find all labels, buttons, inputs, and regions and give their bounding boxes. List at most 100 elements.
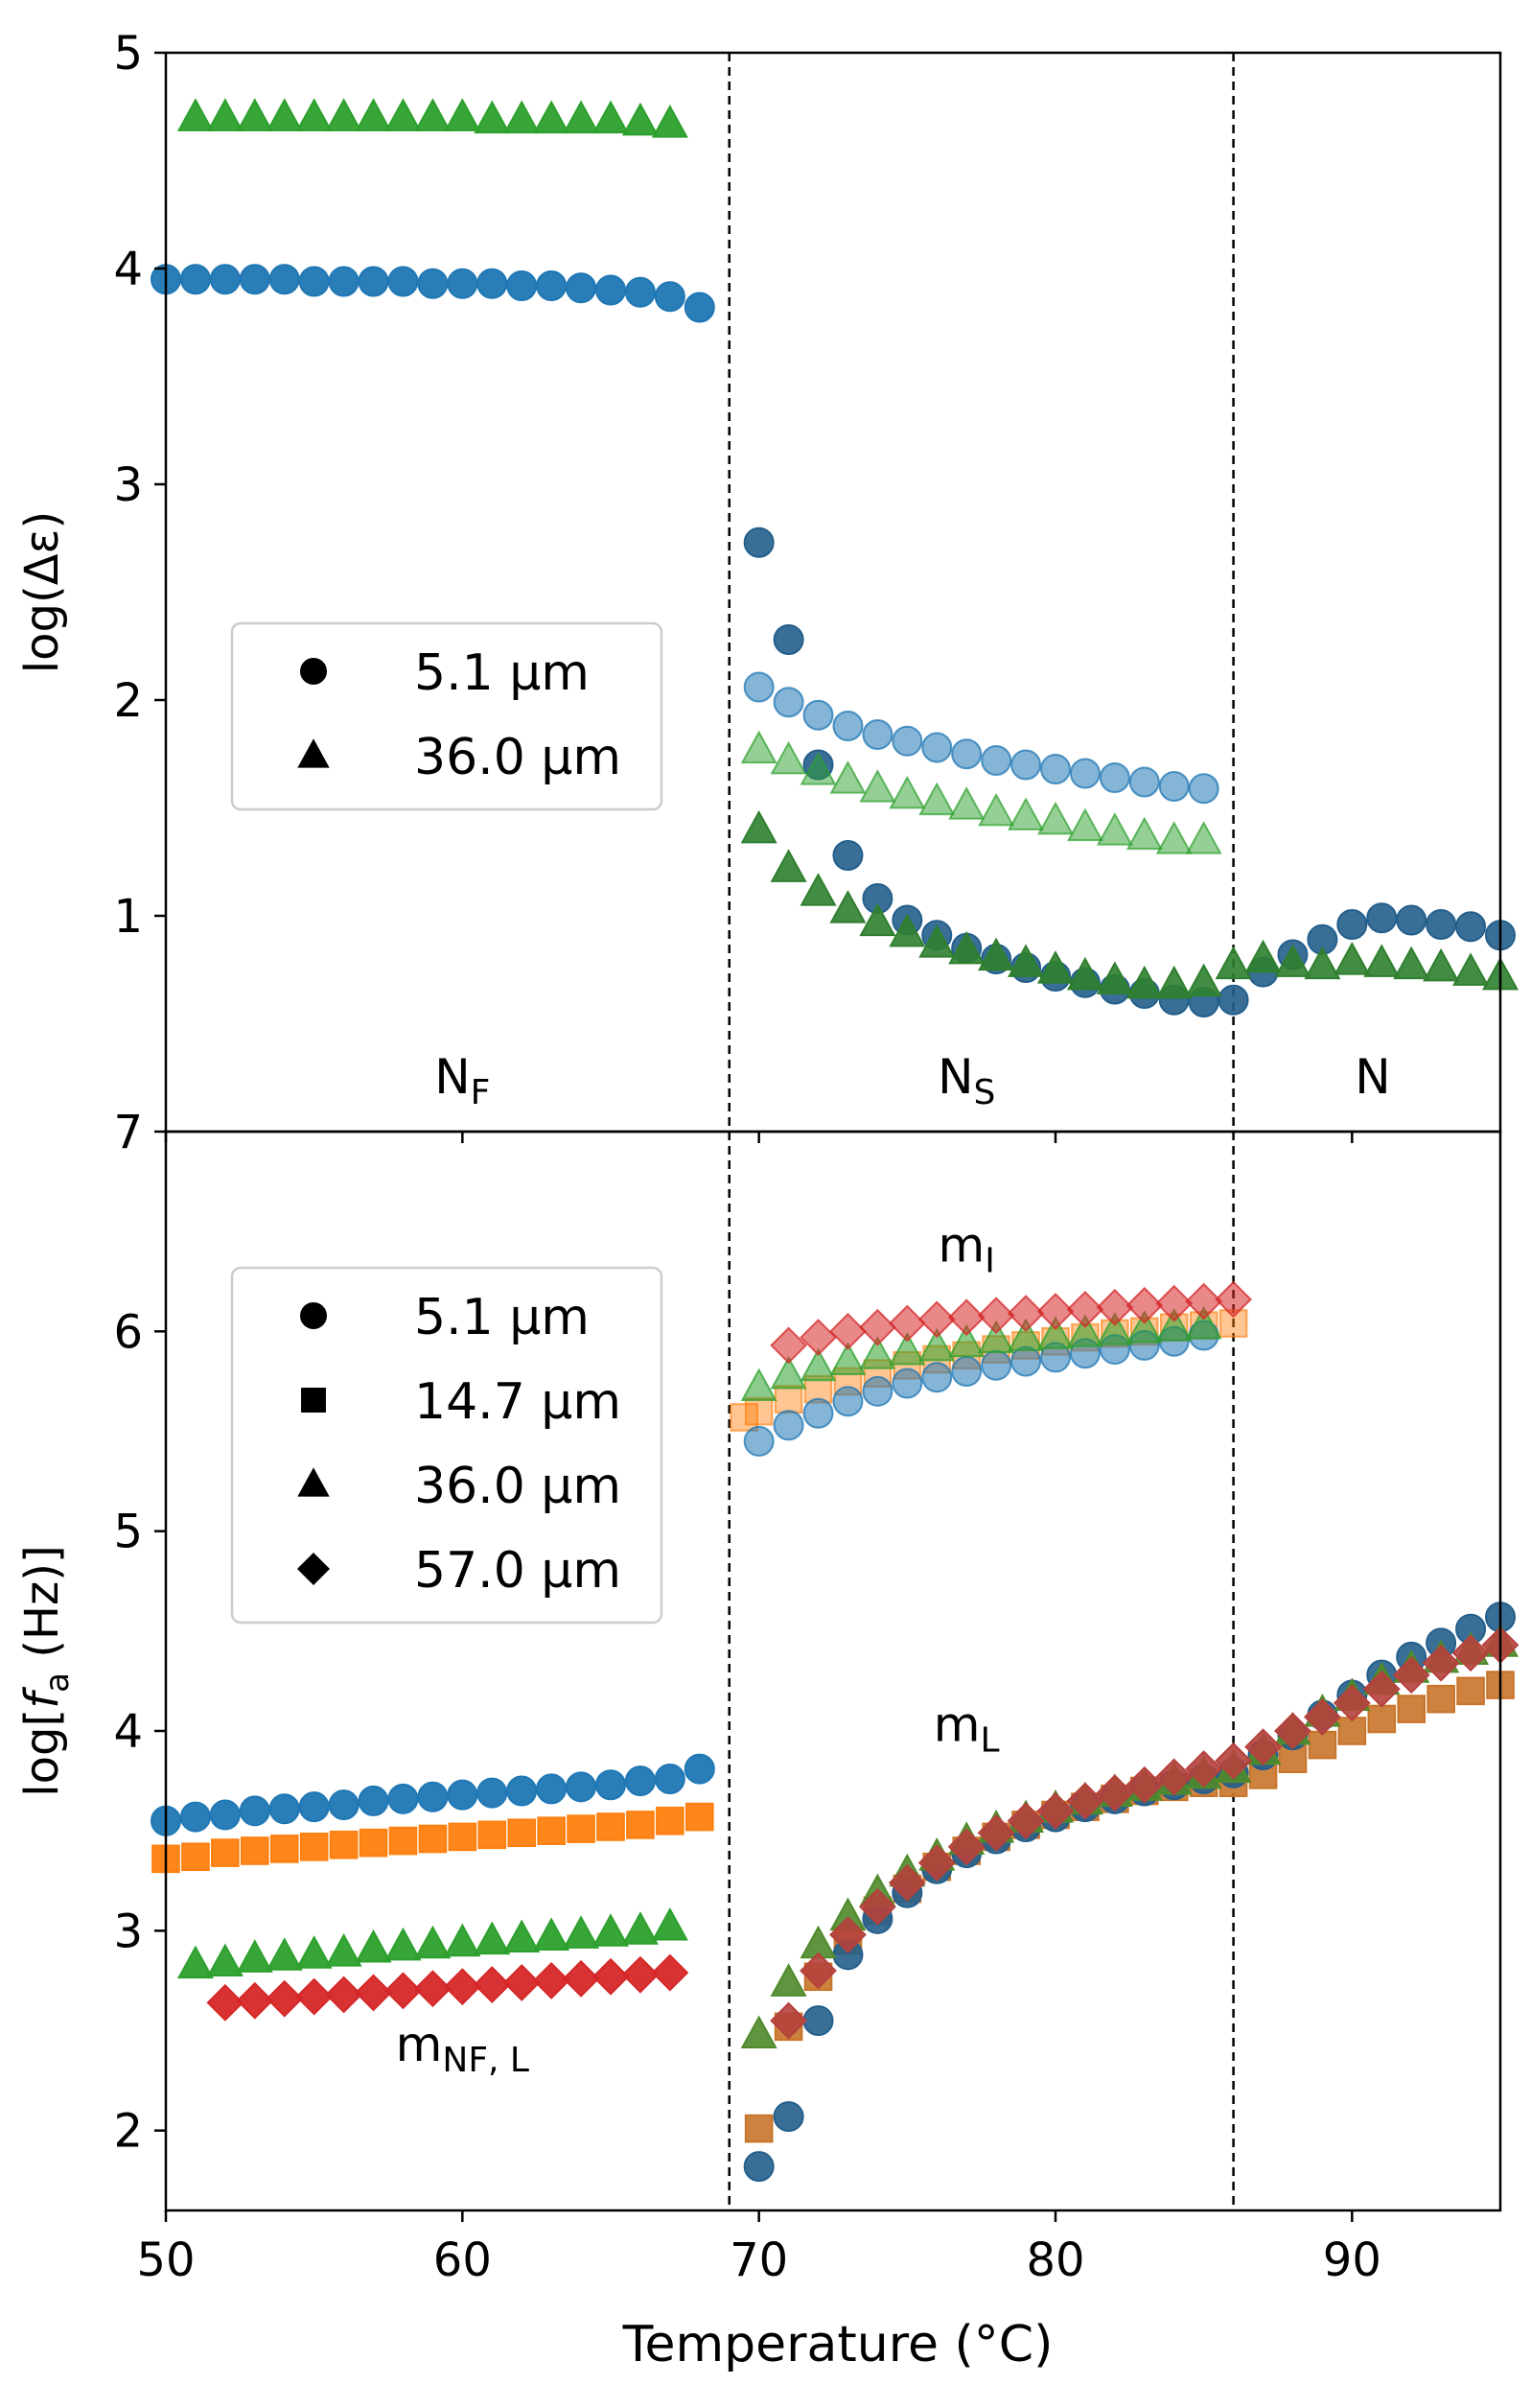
data-point (981, 745, 1012, 776)
data-point (829, 1916, 867, 1953)
data-point (1367, 1704, 1397, 1734)
data-point (1155, 1758, 1194, 1796)
data-point (1451, 1634, 1490, 1672)
data-point (1096, 1288, 1134, 1326)
data-point (503, 1919, 541, 1953)
data-point (773, 2101, 804, 2133)
data-point (1096, 961, 1133, 994)
data-point (1456, 1676, 1485, 1706)
data-point (624, 276, 656, 308)
data-point (417, 1781, 449, 1812)
data-point (298, 1791, 330, 1823)
x-tick-label: 90 (1323, 2233, 1381, 2287)
mode-annotation: mL (934, 1696, 1000, 1760)
data-point (444, 98, 481, 131)
data-point (1423, 947, 1460, 982)
data-point (829, 1312, 867, 1350)
data-point (476, 268, 508, 299)
data-point (236, 1981, 274, 2020)
data-point (858, 1887, 896, 1926)
data-point (414, 1925, 452, 1959)
data-point (562, 1959, 600, 1998)
data-point (740, 730, 777, 764)
data-point (1188, 773, 1219, 805)
data-point (773, 1410, 804, 1441)
data-point (325, 1975, 363, 2014)
data-point (800, 873, 837, 906)
y-tick-label: 6 (113, 1305, 143, 1359)
data-point (1274, 1712, 1311, 1750)
data-point (1392, 1656, 1430, 1695)
data-point (621, 102, 659, 136)
y-axis-label: log(Δε) (15, 511, 69, 673)
data-point (892, 725, 923, 757)
data-point (770, 1355, 807, 1390)
data-point (358, 266, 389, 297)
data-point (384, 98, 422, 131)
data-point (1427, 1684, 1455, 1714)
mode-annotation: mI (939, 1217, 995, 1280)
data-point (948, 786, 986, 820)
data-point (532, 1962, 570, 1999)
data-point (266, 98, 303, 131)
data-point (685, 1802, 714, 1832)
data-point (1008, 1318, 1045, 1351)
data-point (1155, 965, 1193, 999)
data-point (800, 1347, 837, 1382)
data-point (1096, 1312, 1133, 1345)
data-point (533, 1917, 570, 1951)
data-point (295, 1977, 334, 2016)
legend-label: 14.7 μm (414, 1373, 621, 1431)
data-point (506, 270, 538, 301)
data-point (477, 1820, 507, 1850)
data-point (266, 1937, 303, 1971)
legend-marker (300, 658, 327, 685)
data-point (1069, 758, 1101, 789)
data-point (740, 1368, 777, 1402)
data-point (179, 264, 211, 295)
series-11 (770, 1280, 1253, 1365)
data-point (384, 1927, 422, 1961)
data-point (621, 1955, 660, 1994)
data-point (889, 913, 926, 947)
data-point (1010, 1345, 1042, 1377)
data-point (888, 1304, 926, 1343)
data-point (596, 1812, 625, 1841)
data-point (977, 1813, 1015, 1852)
data-point (1218, 984, 1249, 1016)
mode-annotation: mNF, L (396, 2017, 529, 2080)
data-point (448, 1822, 477, 1852)
legend-label: 36.0 μm (414, 729, 621, 786)
data-point (1036, 950, 1075, 984)
legend-box (230, 621, 663, 811)
data-point (1008, 797, 1045, 830)
data-point (1096, 1774, 1134, 1812)
y-tick-label: 7 (113, 1106, 143, 1159)
data-point (1185, 1750, 1223, 1788)
y-tick-label: 5 (113, 27, 143, 81)
data-point (236, 98, 273, 131)
data-point (417, 268, 449, 299)
data-point (1333, 1684, 1371, 1722)
series-1 (176, 98, 688, 138)
data-point (800, 752, 837, 785)
data-point (770, 849, 807, 882)
data-point (1334, 942, 1371, 975)
data-point (473, 1966, 511, 2003)
data-point (656, 1806, 684, 1835)
data-point (744, 1396, 774, 1426)
data-point (211, 1838, 240, 1867)
data-point (268, 264, 300, 295)
data-point (447, 268, 478, 299)
data-point (418, 1824, 448, 1854)
data-point (621, 1911, 659, 1945)
data-point (1007, 1802, 1045, 1840)
data-point (506, 1775, 538, 1807)
data-point (858, 1308, 896, 1346)
data-point (299, 1833, 329, 1861)
data-point (502, 1964, 541, 2001)
data-point (918, 924, 956, 958)
data-point (443, 1968, 481, 2006)
data-point (295, 1935, 333, 1969)
data-point (325, 1933, 362, 1967)
